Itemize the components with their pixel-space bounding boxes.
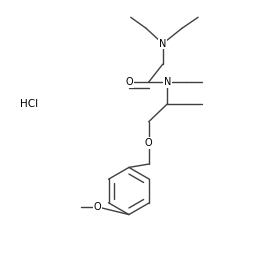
Text: O: O [145, 138, 153, 148]
Text: O: O [94, 202, 101, 212]
Text: N: N [159, 39, 166, 49]
Text: N: N [164, 77, 171, 87]
Text: O: O [125, 77, 133, 87]
Text: HCl: HCl [20, 99, 39, 109]
